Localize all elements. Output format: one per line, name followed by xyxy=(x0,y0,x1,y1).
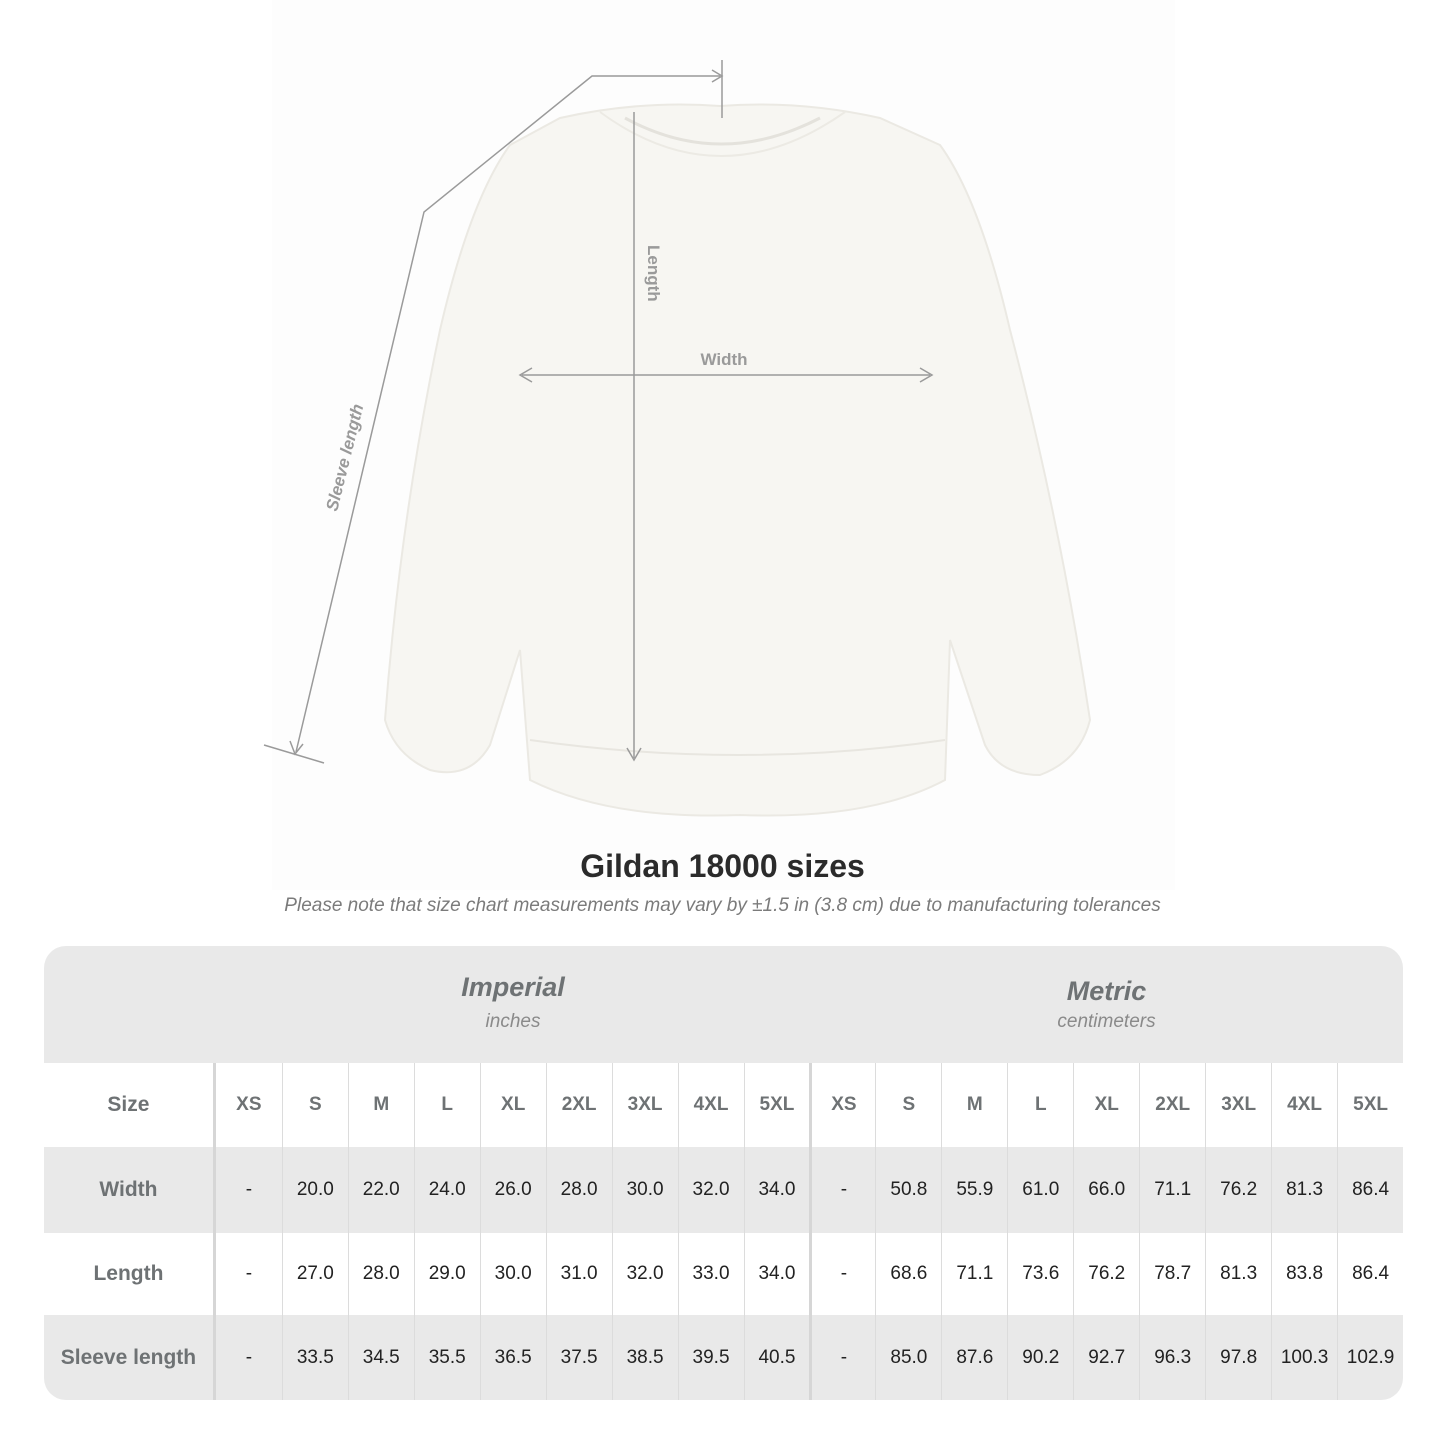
table-row: Width -20.0 22.0 24.0 26.0 28.0 30.0 32.0 34.0-5… xyxy=(44,1147,1403,1233)
metric-value-cell: 76.2 xyxy=(1205,1147,1271,1233)
metric-value-cell: 85.0 xyxy=(875,1315,941,1400)
metric-value-cell: 71.1 xyxy=(941,1233,1007,1315)
sweatshirt-diagram: Length Width Sleeve length xyxy=(263,60,1092,817)
metric-value-cell: 81.3 xyxy=(1271,1147,1337,1233)
metric-value-cell: 66.0 xyxy=(1073,1147,1139,1233)
imperial-value-cell: 35.5 xyxy=(413,1315,480,1400)
metric-value-cell: 68.6 xyxy=(875,1233,941,1315)
metric-value-cell: - xyxy=(809,1147,875,1233)
imperial-value-cell: 32.0 xyxy=(611,1233,678,1315)
metric-size-header: L xyxy=(1007,1063,1073,1147)
row-label: Width xyxy=(44,1147,216,1233)
imperial-value-cell: 39.5 xyxy=(677,1315,744,1400)
imperial-value-cell: 30.0 xyxy=(479,1233,546,1315)
metric-value-cell: 55.9 xyxy=(941,1147,1007,1233)
imperial-value-cell: 34.5 xyxy=(347,1315,414,1400)
metric-size-header: S xyxy=(875,1063,941,1147)
imperial-size-header: L xyxy=(413,1063,480,1147)
metric-value-cell: 76.2 xyxy=(1073,1233,1139,1315)
metric-value-cell: 50.8 xyxy=(875,1147,941,1233)
metric-value-cell: 86.4 xyxy=(1337,1233,1403,1315)
imperial-size-header: XL xyxy=(479,1063,546,1147)
metric-size-header: XS xyxy=(809,1063,875,1147)
table-row: Length -27.0 28.0 29.0 30.0 31.0 32.0 33.0 34.0-… xyxy=(44,1233,1403,1315)
imperial-value-cell: 33.5 xyxy=(281,1315,348,1400)
metric-value-cell: - xyxy=(809,1233,875,1315)
metric-value-cell: 100.3 xyxy=(1271,1315,1337,1400)
metric-size-header: 3XL xyxy=(1205,1063,1271,1147)
imperial-size-header: 3XL xyxy=(611,1063,678,1147)
imperial-value-cell: 28.0 xyxy=(347,1233,414,1315)
metric-value-cell: 78.7 xyxy=(1139,1233,1205,1315)
imperial-value-cell: 36.5 xyxy=(479,1315,546,1400)
width-label: Width xyxy=(700,350,747,369)
row-label: Length xyxy=(44,1233,216,1315)
imperial-value-cell: 30.0 xyxy=(611,1147,678,1233)
tolerance-note: Please note that size chart measurements… xyxy=(284,895,1161,916)
metric-size-header: XL xyxy=(1073,1063,1139,1147)
imperial-value-cell: 28.0 xyxy=(545,1147,612,1233)
imperial-value-cell: 34.0 xyxy=(743,1233,810,1315)
metric-value-cell: 71.1 xyxy=(1139,1147,1205,1233)
metric-size-header: 5XL xyxy=(1337,1063,1403,1147)
metric-title: Metric xyxy=(1066,976,1147,1006)
measurement-lines xyxy=(263,60,934,764)
length-arrow-icon xyxy=(626,747,642,762)
imperial-value-cell: 38.5 xyxy=(611,1315,678,1400)
metric-value-cell: 90.2 xyxy=(1007,1315,1073,1400)
imperial-value-cell: 26.0 xyxy=(479,1147,546,1233)
length-label: Length xyxy=(644,245,663,302)
imperial-value-cell: 34.0 xyxy=(743,1147,810,1233)
imperial-size-header: 5XL xyxy=(743,1063,810,1147)
imperial-value-cell: 20.0 xyxy=(281,1147,348,1233)
imperial-value-cell: 29.0 xyxy=(413,1233,480,1315)
imperial-value-cell: 40.5 xyxy=(743,1315,810,1400)
imperial-title: Imperial xyxy=(461,972,565,1002)
imperial-size-header: XS xyxy=(236,1094,262,1115)
imperial-size-header: 4XL xyxy=(677,1063,744,1147)
metric-value-cell: 73.6 xyxy=(1007,1233,1073,1315)
imperial-size-header: 2XL xyxy=(545,1063,612,1147)
imperial-value-cell: 33.0 xyxy=(677,1233,744,1315)
metric-value-cell: 86.4 xyxy=(1337,1147,1403,1233)
metric-size-header: M xyxy=(941,1063,1007,1147)
page-title: Gildan 18000 sizes xyxy=(580,848,865,884)
imperial-size-header: M xyxy=(347,1063,414,1147)
imperial-size-header: S xyxy=(281,1063,348,1147)
metric-value-cell: 87.6 xyxy=(941,1315,1007,1400)
metric-size-header: 4XL xyxy=(1271,1063,1337,1147)
row-label: Size xyxy=(44,1063,216,1147)
imperial-value-cell: - xyxy=(245,1179,253,1200)
metric-size-header: 2XL xyxy=(1139,1063,1205,1147)
imperial-value-cell: 22.0 xyxy=(347,1147,414,1233)
metric-header: Metric centimeters xyxy=(810,946,1403,1063)
metric-value-cell: 102.9 xyxy=(1337,1315,1403,1400)
imperial-unit: inches xyxy=(485,1011,541,1032)
sleeve-line xyxy=(295,75,720,753)
size-header-row: Size XS S M L XL 2XL 3XL 4XL 5XL XS S M L XL 2XL 3XL 4XL 5… xyxy=(44,1063,1403,1147)
metric-value-cell: 97.8 xyxy=(1205,1315,1271,1400)
size-table: Imperial inches Metric centimeters Size X… xyxy=(44,946,1403,1400)
sweatshirt-illustration xyxy=(383,103,1092,817)
unit-header-band xyxy=(44,946,1403,1063)
sleeve-length-label: Sleeve length xyxy=(322,402,367,513)
imperial-value-cell: 31.0 xyxy=(545,1233,612,1315)
metric-value-cell: 61.0 xyxy=(1007,1147,1073,1233)
table-row: Sleeve length - 33.5 34.5 35.5 36.5 37.5 38.5 39… xyxy=(44,1315,1403,1400)
imperial-value-cell: 24.0 xyxy=(413,1147,480,1233)
metric-value-cell: - xyxy=(809,1315,875,1400)
metric-value-cell: 96.3 xyxy=(1139,1315,1205,1400)
imperial-header: Imperial inches xyxy=(216,946,810,1063)
metric-value-cell: 83.8 xyxy=(1271,1233,1337,1315)
metric-unit: centimeters xyxy=(1057,1011,1156,1032)
metric-value-cell: 92.7 xyxy=(1073,1315,1139,1400)
imperial-value-cell: 32.0 xyxy=(677,1147,744,1233)
metric-value-cell: 81.3 xyxy=(1205,1233,1271,1315)
imperial-value-cell: - xyxy=(245,1346,253,1368)
imperial-value-cell: 37.5 xyxy=(545,1315,612,1400)
imperial-value-cell: - xyxy=(245,1263,253,1284)
row-label: Sleeve length xyxy=(44,1315,216,1400)
width-arrows-icon xyxy=(518,367,934,383)
imperial-value-cell: 27.0 xyxy=(281,1233,348,1315)
